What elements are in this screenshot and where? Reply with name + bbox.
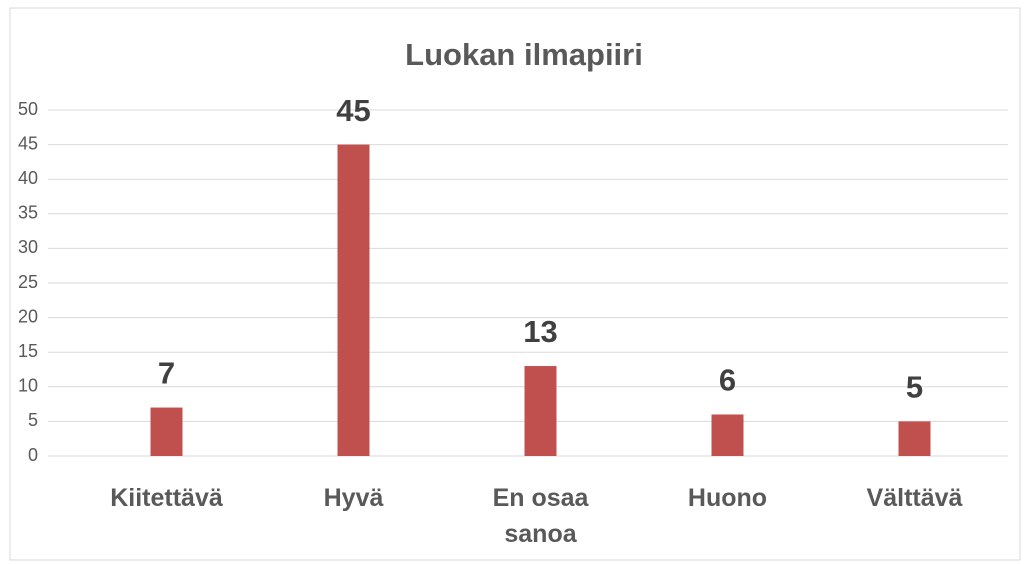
- x-tick-label: Kiitettävä: [110, 484, 223, 512]
- data-label: 5: [906, 370, 923, 405]
- y-tick-label: 30: [18, 237, 38, 257]
- y-tick-label: 20: [18, 306, 38, 326]
- x-tick-label: Huono: [687, 484, 768, 512]
- y-tick-label: 40: [18, 168, 38, 188]
- y-tick-label: 50: [18, 99, 38, 119]
- y-tick-label: 5: [28, 410, 38, 430]
- y-tick-label: 10: [18, 376, 38, 396]
- chart-title: Luokan ilmapiiri: [405, 37, 643, 72]
- data-label: 7: [158, 356, 175, 391]
- x-tick-label: Välttävä: [866, 484, 963, 512]
- bar: [898, 421, 931, 456]
- bar: [150, 407, 183, 456]
- bar: [711, 414, 744, 456]
- y-tick-label: 25: [18, 272, 38, 292]
- y-tick-label: 0: [28, 445, 38, 465]
- x-tick-label: En osaa sanoa: [492, 484, 589, 548]
- y-tick-label: 15: [18, 341, 38, 361]
- data-label: 45: [336, 93, 370, 128]
- chart-border: [9, 7, 1021, 561]
- y-tick-label: 35: [18, 203, 38, 223]
- y-tick-label: 45: [18, 133, 38, 153]
- data-label: 13: [523, 314, 557, 349]
- bar: [524, 366, 557, 456]
- x-tick-label: Hyvä: [323, 484, 384, 512]
- bar: [337, 144, 370, 456]
- data-label: 6: [719, 363, 736, 398]
